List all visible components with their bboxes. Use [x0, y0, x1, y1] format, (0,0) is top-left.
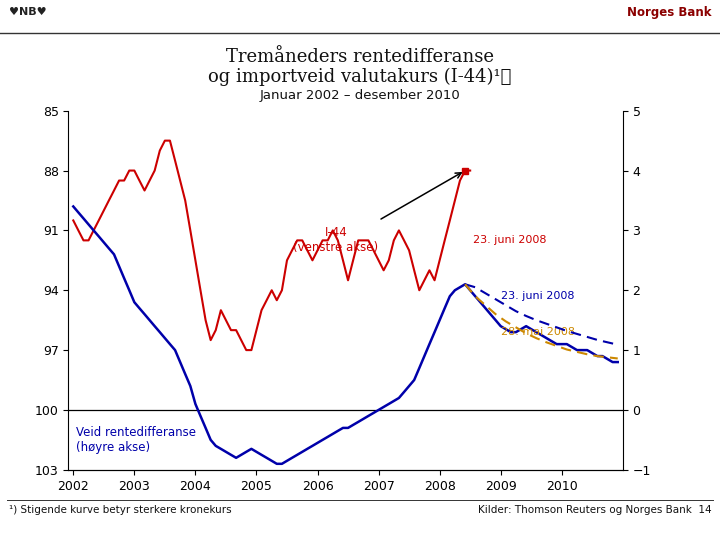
Text: Norges Bank: Norges Bank	[627, 6, 711, 19]
Text: ♥NB♥: ♥NB♥	[9, 7, 46, 17]
Text: 28. mai 2008: 28. mai 2008	[500, 327, 575, 337]
Text: Tremåneders rentedifferanse: Tremåneders rentedifferanse	[226, 48, 494, 66]
Text: ¹) Stigende kurve betyr sterkere kronekurs: ¹) Stigende kurve betyr sterkere kroneku…	[9, 505, 231, 515]
Text: Veid rentedifferanse
(høyre akse): Veid rentedifferanse (høyre akse)	[76, 426, 197, 454]
Text: Januar 2002 – desember 2010: Januar 2002 – desember 2010	[260, 89, 460, 102]
Text: I-44
(venstre akse): I-44 (venstre akse)	[293, 226, 379, 254]
Text: 23. juni 2008: 23. juni 2008	[473, 235, 546, 245]
Text: og importveid valutakurs (I-44)¹⧩: og importveid valutakurs (I-44)¹⧩	[208, 68, 512, 86]
Text: 23. juni 2008: 23. juni 2008	[500, 291, 574, 301]
Text: Kilder: Thomson Reuters og Norges Bank  14: Kilder: Thomson Reuters og Norges Bank 1…	[478, 505, 711, 515]
